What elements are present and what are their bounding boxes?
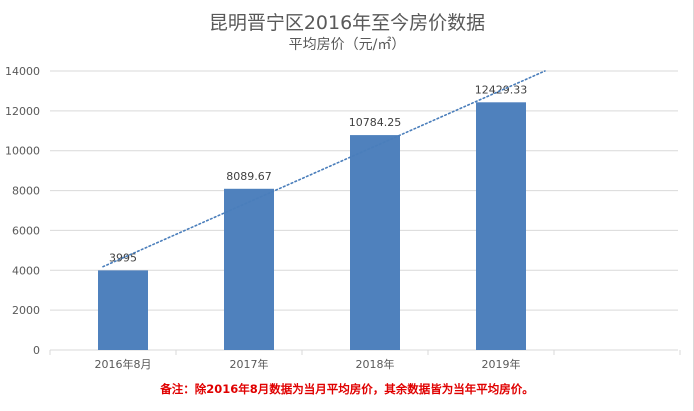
x-tick-label: 2016年8月 — [95, 357, 152, 371]
y-tick-label: 6000 — [12, 224, 40, 237]
data-label: 10784.25 — [349, 116, 402, 129]
y-tick-label: 12000 — [5, 105, 40, 118]
y-tick-label: 4000 — [12, 264, 40, 277]
y-tick-label: 10000 — [5, 145, 40, 158]
y-tick-label: 2000 — [12, 304, 40, 317]
data-label: 8089.67 — [226, 170, 272, 183]
chart-subtitle: 平均房价（元/㎡） — [288, 37, 406, 53]
bar — [224, 188, 274, 350]
data-label: 12429.33 — [475, 83, 528, 96]
chart-title: 昆明晋宁区2016年至今房价数据 — [208, 12, 486, 34]
bar — [98, 270, 148, 350]
trendline — [102, 70, 546, 268]
y-tick-label: 0 — [33, 344, 40, 357]
x-tick-label: 2019年 — [482, 357, 521, 371]
x-tick-label: 2017年 — [230, 357, 269, 371]
bar — [350, 135, 400, 350]
x-tick-label: 2018年 — [356, 357, 395, 371]
bar — [476, 102, 526, 350]
y-tick-label: 14000 — [5, 65, 40, 78]
y-tick-label: 8000 — [12, 185, 40, 198]
footnote: 备注：除2016年8月数据为当月平均房价，其余数据皆为当年平均房价。 — [160, 382, 534, 396]
